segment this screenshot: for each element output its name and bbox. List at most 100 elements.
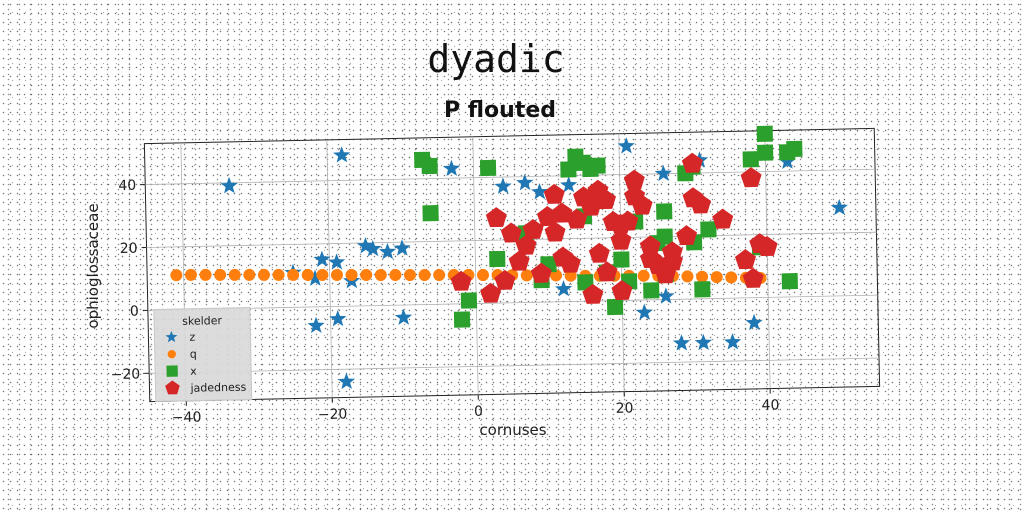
legend-items: zqx jadedness: [165, 330, 247, 395]
legend-box: [153, 306, 253, 403]
data-point-q: [330, 268, 343, 281]
legend-marker-q: [167, 349, 176, 359]
data-point-jadedness: [596, 261, 618, 282]
data-point-jadedness: [566, 208, 588, 229]
data-point-q: [418, 269, 431, 282]
data-point-z: [378, 242, 397, 260]
data-point-x: [778, 144, 796, 161]
data-point-z: [694, 333, 713, 351]
data-point-x: [489, 250, 506, 268]
data-point-z: [635, 303, 653, 320]
data-point-x: [560, 161, 577, 178]
data-point-q: [316, 268, 329, 281]
data-point-x: [479, 159, 497, 177]
data-point-jadedness: [588, 242, 610, 263]
y-grid-line: [149, 357, 880, 374]
data-point-q: [170, 269, 183, 282]
data-point-jadedness: [530, 262, 552, 283]
data-point-q: [725, 271, 738, 284]
data-point-z: [494, 177, 512, 194]
chart-title: dyadic: [427, 37, 564, 81]
data-point-jadedness: [690, 193, 711, 214]
data-point-q: [374, 268, 387, 281]
y-tick-label: 20: [120, 241, 138, 257]
data-point-z: [442, 159, 461, 177]
data-point-q: [199, 268, 212, 281]
data-point-q: [403, 269, 416, 282]
data-point-jadedness: [594, 189, 616, 210]
data-point-x: [613, 251, 630, 268]
data-point-z: [830, 198, 848, 216]
data-point-jadedness: [712, 208, 734, 229]
data-point-x: [694, 281, 711, 298]
data-point-q: [301, 268, 314, 281]
y-grid-line: [147, 294, 878, 311]
data-point-z: [328, 253, 346, 270]
data-point-q: [228, 268, 241, 281]
chart-subtitle: P flouted: [444, 98, 556, 123]
x-axis-label: cornuses: [479, 421, 546, 439]
data-point-jadedness: [623, 169, 645, 190]
data-point-z: [393, 239, 411, 256]
legend-marker-z: [165, 330, 178, 343]
data-point-jadedness: [639, 235, 661, 256]
data-point-q: [710, 271, 723, 284]
data-point-jadedness: [450, 270, 472, 291]
data-point-jadedness: [522, 218, 544, 239]
data-point-z: [306, 269, 324, 286]
data-point-jadedness: [631, 194, 653, 215]
data-point-jadedness: [508, 250, 530, 271]
data-point-x: [700, 221, 717, 238]
data-point-z: [307, 316, 325, 334]
legend-title: skelder: [182, 314, 223, 328]
data-point-z: [745, 313, 763, 331]
data-point-z: [337, 372, 356, 390]
data-point-z: [531, 183, 549, 200]
data-point-jadedness: [559, 252, 581, 273]
data-point-jadedness: [756, 236, 778, 257]
data-point-jadedness: [500, 222, 522, 243]
data-point-q: [550, 269, 563, 282]
data-point-q: [345, 268, 358, 281]
data-point-jadedness: [681, 152, 703, 173]
data-point-x: [606, 298, 624, 316]
data-point-x: [589, 157, 606, 174]
x-tick-label: 40: [761, 397, 779, 413]
data-point-x: [421, 157, 438, 175]
data-point-z: [560, 176, 578, 193]
data-point-z: [364, 240, 382, 257]
data-point-jadedness: [742, 267, 764, 288]
y-tick-label: −20: [111, 366, 141, 383]
legend-label-jadedness: jadedness: [189, 381, 246, 395]
x-tick-label: −40: [172, 410, 202, 427]
data-point-jadedness: [740, 167, 762, 188]
x-grid-line: [472, 136, 479, 395]
data-point-jadedness: [676, 225, 698, 246]
legend-label-q: q: [190, 348, 197, 361]
data-point-q: [214, 268, 227, 281]
data-point-x: [422, 205, 439, 222]
plot-area: −40 −20 0 20 40 −20 0 20 40: [111, 125, 881, 427]
legend-marker-x: [166, 365, 178, 377]
x-tick-label: 20: [615, 400, 633, 416]
data-point-jadedness: [611, 280, 633, 301]
legend-label-z: z: [189, 331, 195, 344]
data-point-q: [477, 269, 490, 282]
data-point-z: [516, 173, 534, 191]
x-grid-line: [764, 130, 771, 389]
data-point-q: [272, 268, 285, 281]
data-point-z: [220, 176, 238, 194]
data-point-z: [554, 280, 573, 297]
data-point-z: [333, 146, 351, 163]
data-point-q: [257, 268, 270, 281]
data-point-z: [617, 137, 635, 154]
data-point-jadedness: [617, 210, 639, 231]
data-point-x: [781, 273, 798, 290]
legend-label-x: x: [190, 365, 197, 378]
data-point-z: [329, 309, 347, 327]
plot-frame: [143, 127, 881, 403]
data-point-jadedness: [544, 221, 566, 242]
data-point-jadedness: [580, 195, 602, 216]
x-tick-label: 0: [474, 404, 483, 420]
data-point-jadedness: [480, 282, 502, 303]
